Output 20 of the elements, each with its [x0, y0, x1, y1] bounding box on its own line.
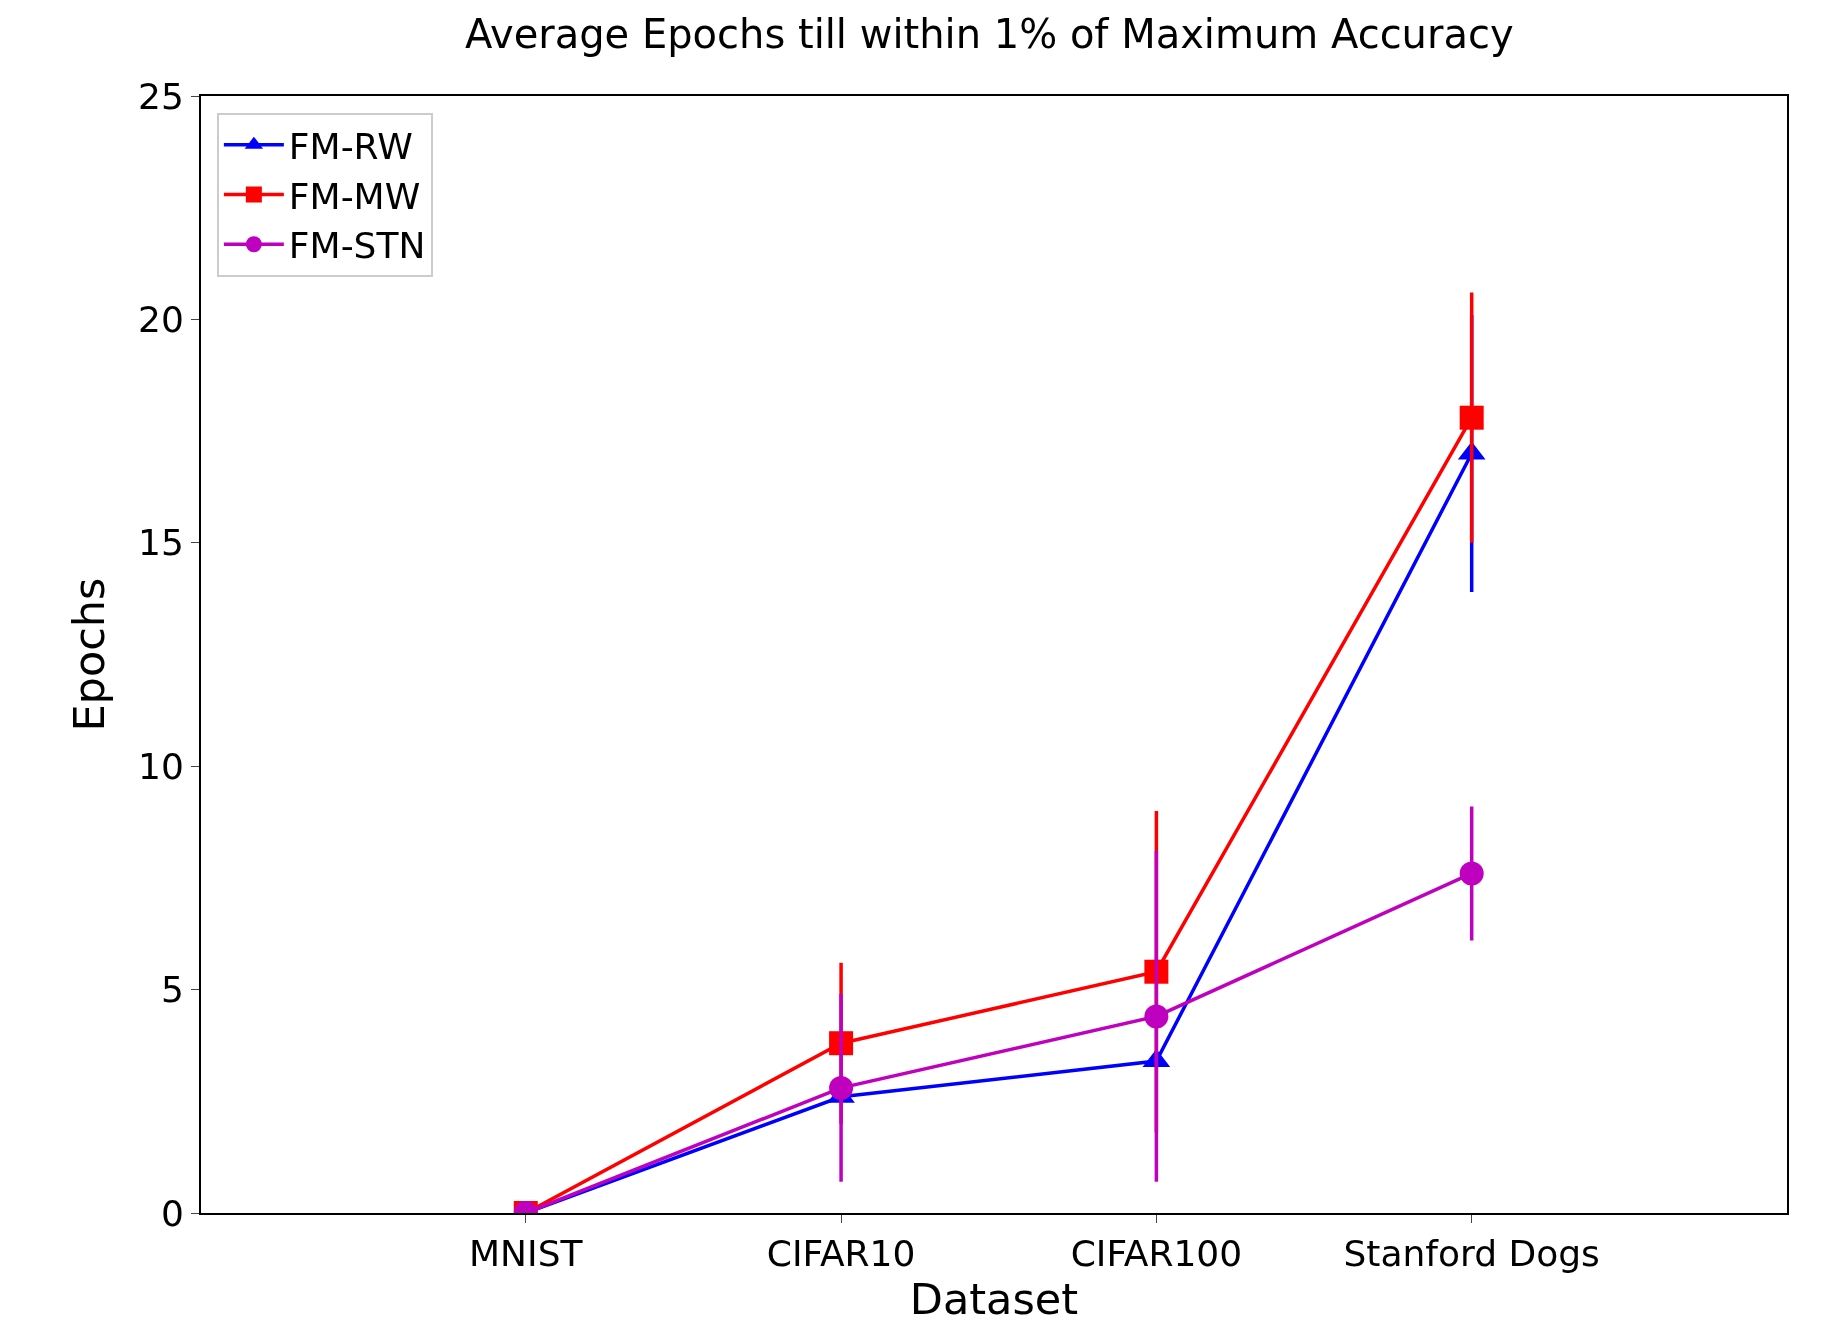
y-tick-label: 25: [137, 75, 184, 117]
legend-label: FM-MW: [288, 175, 421, 217]
y-tick-label: 0: [160, 1192, 184, 1234]
y-tick-label: 15: [137, 522, 184, 564]
y-axis-title: Epochs: [63, 577, 114, 732]
y-tick-label: 5: [160, 969, 184, 1011]
legend-label: FM-RW: [288, 125, 413, 167]
chart-title: Average Epochs till within 1% of Maximum Accuracy: [464, 10, 1514, 57]
point: [829, 1075, 854, 1100]
x-axis-title: Dataset: [909, 1274, 1079, 1325]
point: [1144, 1004, 1169, 1029]
x-tick-label: CIFAR10: [766, 1233, 916, 1275]
y-tick-label: 10: [137, 745, 184, 787]
y-tick-label: 20: [137, 299, 184, 340]
point: [1459, 861, 1484, 886]
x-tick-label: MNIST: [469, 1233, 584, 1275]
point: [1459, 405, 1484, 430]
legend-label: FM-STN: [288, 225, 426, 267]
x-tick-label: CIFAR100: [1070, 1233, 1243, 1275]
x-tick-label: Stanford Dogs: [1343, 1233, 1600, 1275]
